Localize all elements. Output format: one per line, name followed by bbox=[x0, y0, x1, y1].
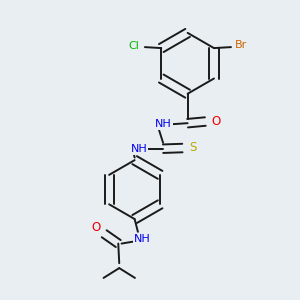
Text: Br: Br bbox=[235, 40, 248, 50]
Text: O: O bbox=[91, 221, 100, 234]
Text: NH: NH bbox=[131, 144, 148, 154]
Text: NH: NH bbox=[134, 234, 150, 244]
Text: S: S bbox=[189, 141, 196, 154]
Text: Cl: Cl bbox=[128, 41, 139, 51]
Text: NH: NH bbox=[155, 119, 172, 129]
Text: O: O bbox=[211, 115, 220, 128]
